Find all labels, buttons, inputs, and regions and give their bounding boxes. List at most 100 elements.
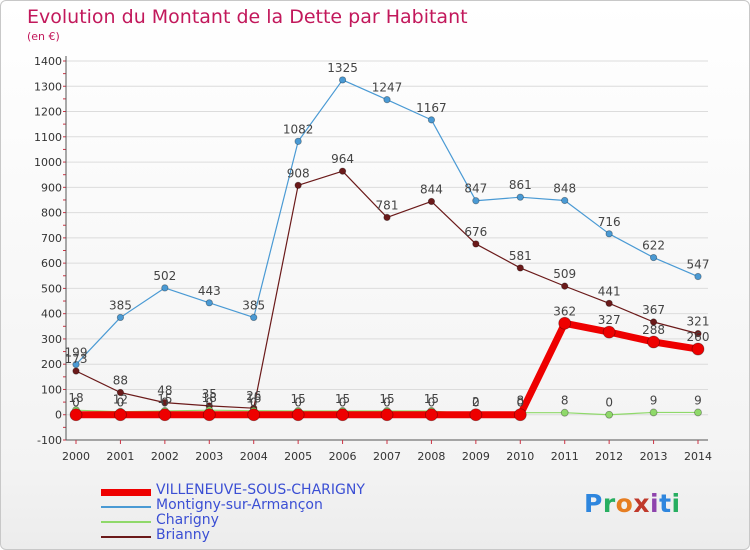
data-point	[561, 282, 569, 290]
data-point	[116, 388, 125, 397]
data-point	[294, 181, 302, 189]
legend-swatch	[101, 536, 151, 538]
data-label: 26	[246, 389, 261, 403]
data-label: 1167	[416, 101, 447, 115]
data-point	[336, 408, 349, 422]
data-label: 15	[291, 392, 306, 406]
data-label: 0	[516, 396, 524, 410]
data-label: 581	[509, 249, 532, 263]
data-label: 35	[202, 387, 217, 401]
y-tick-label: 100	[41, 383, 62, 396]
y-tick-label: 400	[41, 308, 62, 321]
data-label: 676	[464, 225, 487, 239]
data-label: 88	[113, 373, 128, 387]
legend-label: Montigny-sur-Armançon	[156, 497, 323, 513]
proxiti-logo: Proxiti	[584, 489, 681, 518]
data-label: 12	[113, 393, 128, 407]
data-label: 16	[246, 392, 261, 406]
data-point	[161, 399, 169, 407]
data-point	[649, 318, 658, 326]
x-tick-label: 2001	[106, 450, 134, 463]
data-label: 48	[157, 384, 172, 398]
data-label: 8	[561, 394, 569, 408]
y-tick-label: -100	[37, 434, 62, 447]
data-label: 288	[642, 323, 665, 337]
data-point	[694, 330, 702, 338]
data-point	[472, 240, 480, 248]
data-point	[72, 367, 80, 375]
logo-letter: i	[671, 489, 681, 518]
chart-title: Evolution du Montant de la Dette par Hab…	[27, 6, 468, 28]
data-label: 781	[376, 198, 399, 212]
y-tick-label: 1000	[34, 156, 62, 169]
data-point	[69, 408, 83, 422]
legend-label: Charigny	[156, 512, 219, 528]
data-label: 861	[509, 178, 532, 192]
x-tick-label: 2005	[284, 450, 312, 463]
data-point	[649, 408, 658, 417]
y-tick-label: 500	[41, 282, 62, 295]
data-label: 0	[339, 396, 347, 410]
data-label: 547	[687, 258, 710, 272]
data-label: 9	[650, 393, 658, 407]
y-tick-label: 700	[41, 232, 62, 245]
legend-item: Charigny	[101, 512, 501, 528]
data-point	[602, 325, 616, 339]
data-point	[472, 197, 480, 205]
data-point	[694, 408, 702, 417]
x-tick-label: 2009	[462, 450, 490, 463]
y-tick-label: 1400	[34, 55, 62, 68]
data-label: 443	[198, 284, 221, 298]
y-tick-label: 200	[41, 358, 62, 371]
data-label: 964	[331, 152, 354, 166]
data-label: 622	[642, 239, 665, 253]
data-label: 385	[242, 298, 265, 312]
y-tick-label: 900	[41, 181, 62, 194]
data-point	[161, 284, 169, 292]
data-label: 0	[605, 396, 613, 410]
data-label: 18	[68, 391, 83, 405]
data-point	[694, 272, 702, 281]
data-label: 716	[598, 215, 621, 229]
legend-item: VILLENEUVE-SOUS-CHARIGNY	[101, 482, 501, 498]
data-label: 199	[65, 345, 88, 359]
data-label: 2	[472, 395, 480, 409]
data-label: 908	[287, 166, 310, 180]
data-point	[425, 408, 438, 422]
data-label: 385	[109, 298, 132, 312]
data-point	[516, 193, 524, 201]
data-label: 0	[472, 396, 480, 410]
logo-letter: i	[650, 489, 660, 518]
legend-label: Brianny	[156, 527, 210, 543]
data-label: 8	[516, 394, 524, 408]
data-point	[558, 316, 572, 330]
legend-swatch	[101, 521, 151, 523]
x-tick-label: 2003	[195, 450, 223, 463]
data-point	[469, 408, 483, 422]
data-point	[338, 76, 347, 84]
data-label: 173	[65, 352, 88, 366]
data-label: 0	[161, 396, 169, 410]
data-label: 327	[598, 313, 621, 327]
data-label: 260	[687, 330, 710, 344]
data-point	[647, 335, 660, 349]
logo-letter: r	[602, 489, 616, 518]
data-label: 1325	[327, 61, 358, 75]
data-label: 9	[694, 393, 702, 407]
x-tick-label: 2006	[329, 450, 357, 463]
data-point	[383, 213, 391, 222]
y-tick-label: 1200	[34, 106, 62, 119]
data-point	[114, 408, 127, 422]
x-tick-label: 2010	[506, 450, 534, 463]
data-point	[649, 253, 658, 262]
data-label: 15	[424, 392, 439, 406]
logo-letter: t	[659, 489, 672, 518]
y-tick-label: 300	[41, 333, 62, 346]
data-point	[291, 408, 305, 422]
data-label: 502	[153, 269, 176, 283]
x-tick-label: 2000	[62, 450, 90, 463]
y-tick-label: 1300	[34, 80, 62, 93]
x-tick-label: 2012	[595, 450, 623, 463]
data-label: 847	[464, 182, 487, 196]
